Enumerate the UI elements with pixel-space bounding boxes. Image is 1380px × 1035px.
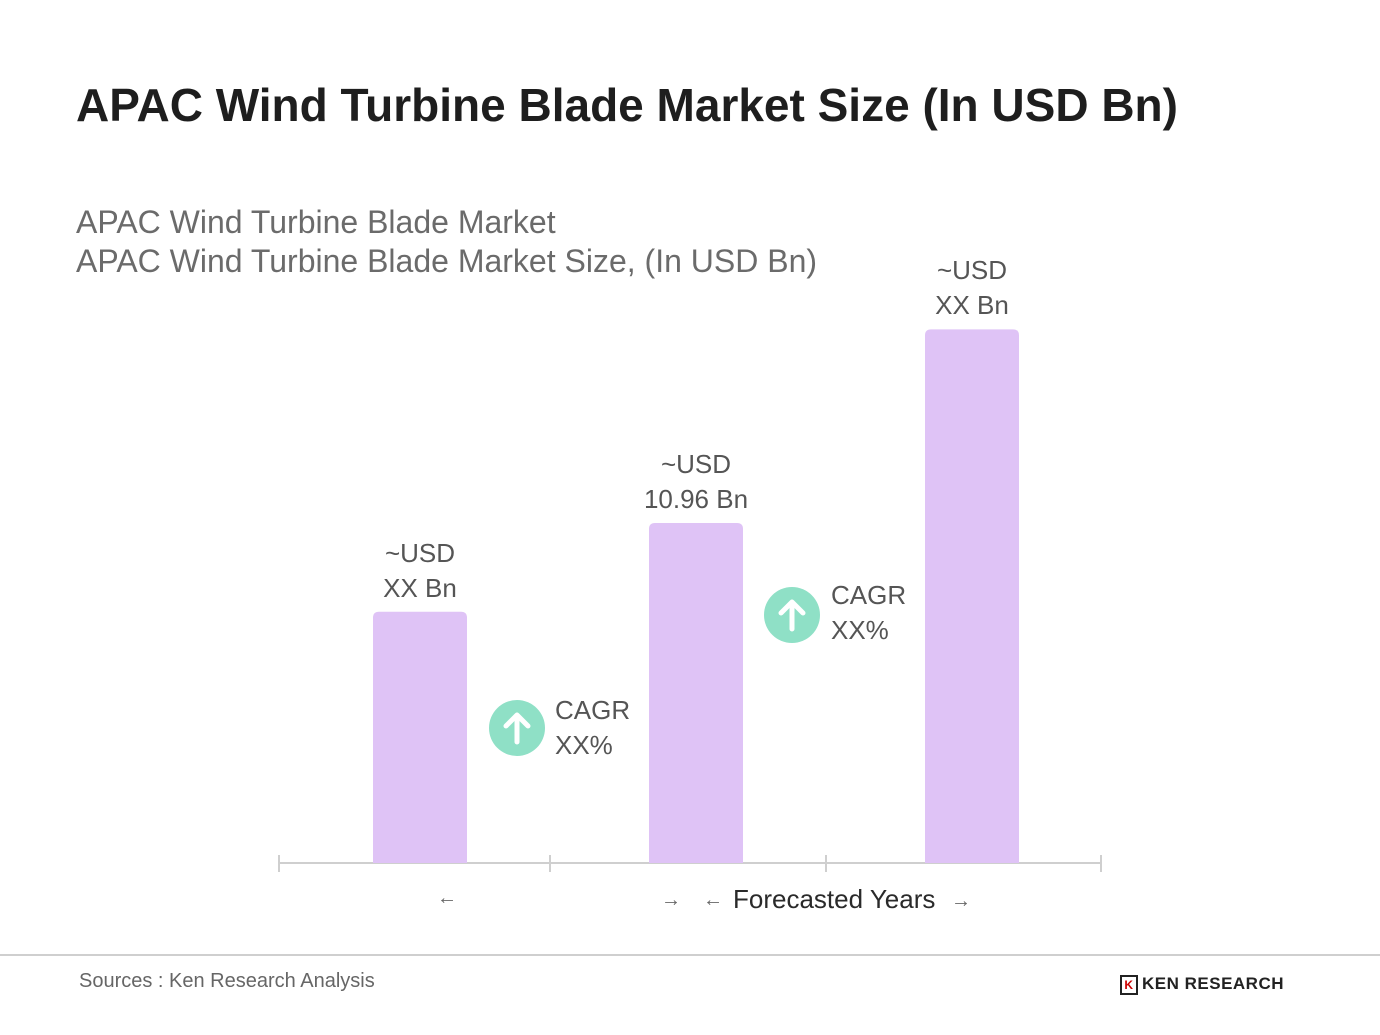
bar-value-text: ~USD [660,448,732,479]
bar-value-label: ~USD XX Bn [340,536,500,606]
cagr-label-1: CAGR XX% [555,693,630,763]
bar [373,611,467,863]
bar-value-text: XX Bn [383,572,457,603]
arrow-left-icon: ← [703,889,723,911]
bar [925,329,1019,864]
logo-icon: K [1120,975,1138,995]
chart-title: APAC Wind Turbine Blade Market Size (In … [76,79,1178,131]
cagr-badge-1 [489,700,545,756]
cagr-text: CAGR [555,695,631,725]
cagr-badge-2 [764,587,820,643]
arrow-up-icon [778,599,806,632]
cagr-label-2: CAGR XX% [831,578,906,648]
chart-subtitle: APAC Wind Turbine Blade Market [76,204,556,240]
bar-value-text: ~USD [936,255,1008,286]
bar [649,522,743,863]
logo-text: KEN RESEARCH [1142,974,1285,993]
bar-value-label: ~USD 10.96 Bn [616,447,776,517]
cagr-text: CAGR [831,580,907,610]
arrow-right-icon: → [661,889,681,911]
source-text: Sources : Ken Research Analysis [79,970,375,992]
cagr-value: XX% [831,615,889,645]
arrow-left-icon: ← [437,887,457,909]
ken-research-logo: K KEN RESEARCH [1120,974,1284,995]
cagr-value: XX% [555,730,613,760]
bar-value-label: ~USD XX Bn [892,253,1052,323]
arrow-right-icon: → [951,890,971,912]
forecast-label: Forecasted Years [733,884,936,914]
bar-value-text: 10.96 Bn [643,483,749,514]
chart-subtitle-units: APAC Wind Turbine Blade Market Size, (In… [76,243,818,279]
footer-divider [0,954,1380,956]
arrow-up-icon [503,712,531,745]
bar-value-text: ~USD [384,537,456,568]
bar-value-text: XX Bn [935,290,1009,321]
